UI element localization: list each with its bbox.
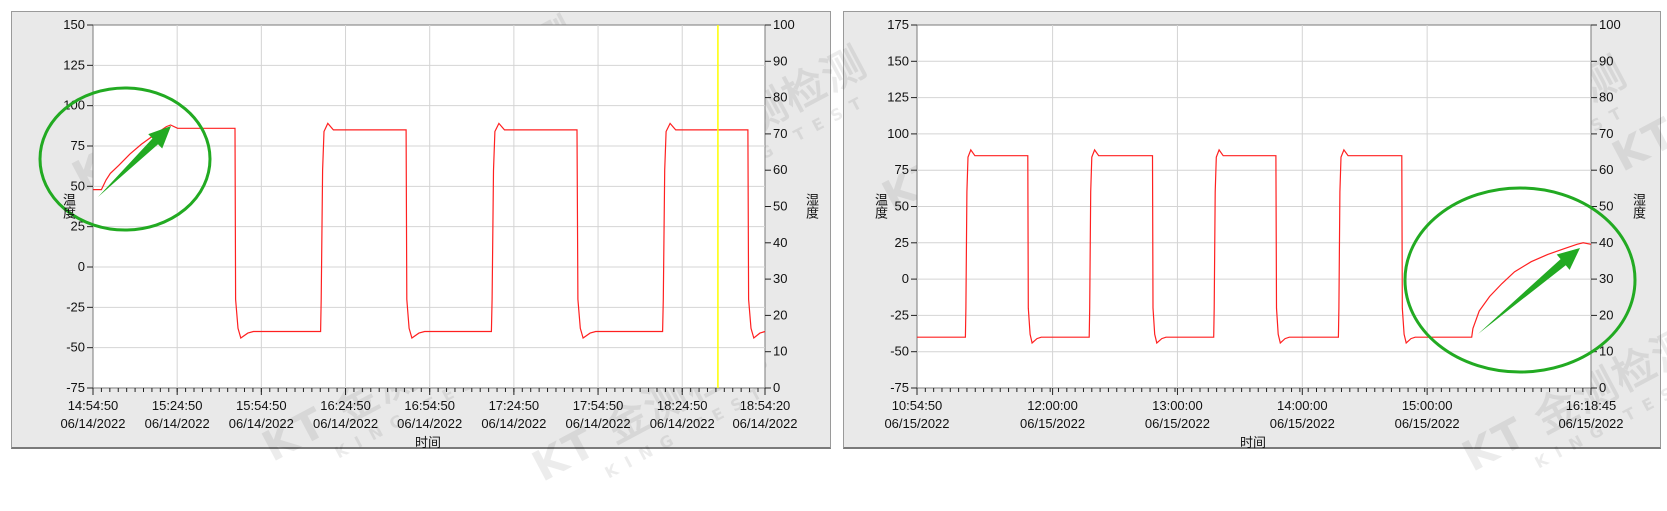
charts-svg: -75-50-250255075100125150010203040506070… <box>38 17 1637 431</box>
x-tick-time: 18:54:20 <box>740 398 791 413</box>
y2-tick-label: 80 <box>773 90 787 105</box>
y-tick-label: 100 <box>63 98 85 113</box>
right-chart-y2label: 湿度 <box>1630 193 1645 219</box>
x-tick-time: 17:54:50 <box>573 398 624 413</box>
y2-tick-label: 60 <box>1599 162 1613 177</box>
x-tick-time: 17:24:50 <box>489 398 540 413</box>
plot-area <box>92 24 766 389</box>
chart-1: -75 -50 -25 0 25 50 75 100 125 150 175 0 10 20 30 40 50 6… <box>884 17 1637 431</box>
y-tick-label: 50 <box>895 199 909 214</box>
series-line <box>917 148 1592 345</box>
y2-tick-label: 30 <box>773 271 787 286</box>
left-chart-xlabel: 时间 <box>415 436 442 451</box>
x-tick-date: 06/15/2022 <box>1270 416 1335 431</box>
x-tick-time: 14:00:00 <box>1277 398 1328 413</box>
y-tick-label: -50 <box>890 344 909 359</box>
annotation-circle <box>38 86 212 232</box>
x-tick-time: 15:54:50 <box>236 398 287 413</box>
y-tick-label: 75 <box>71 138 85 153</box>
y2-tick-label: 10 <box>773 344 787 359</box>
y2-tick-label: 100 <box>1599 17 1621 32</box>
x-tick-date: 06/15/2022 <box>884 416 949 431</box>
y2-tick-label: 0 <box>1599 380 1606 395</box>
x-tick-date: 06/14/2022 <box>313 416 378 431</box>
x-tick-date: 06/14/2022 <box>481 416 546 431</box>
y2-tick-label: 20 <box>1599 307 1613 322</box>
x-tick-date: 06/15/2022 <box>1020 416 1085 431</box>
annotation-arrow-icon <box>98 126 171 197</box>
y-tick-label: 100 <box>887 126 909 141</box>
y-tick-label: -75 <box>890 380 909 395</box>
y2-tick-label: 100 <box>773 17 795 32</box>
y-tick-label: 175 <box>887 17 909 32</box>
annotation-arrow-icon <box>1478 248 1580 334</box>
y2-tick-label: 50 <box>773 199 787 214</box>
y2-tick-label: 70 <box>773 126 787 141</box>
y2-tick-label: 40 <box>773 235 787 250</box>
chart-0: -75 -50 -25 0 25 50 75 100 125 150 0 10 20 30 40 50 60 70… <box>38 17 798 431</box>
y2-tick-label: 0 <box>773 380 780 395</box>
x-tick-date: 06/14/2022 <box>229 416 294 431</box>
x-tick-time: 15:00:00 <box>1402 398 1453 413</box>
y-tick-label: 150 <box>887 53 909 68</box>
x-tick-time: 14:54:50 <box>68 398 119 413</box>
y2-tick-label: 90 <box>773 53 787 68</box>
y-tick-label: 50 <box>71 178 85 193</box>
x-tick-time: 10:54:50 <box>892 398 943 413</box>
left-chart-y2label: 湿度 <box>803 193 818 219</box>
x-tick-date: 06/15/2022 <box>1395 416 1460 431</box>
x-tick-date: 06/15/2022 <box>1558 416 1623 431</box>
y-tick-label: 150 <box>63 17 85 32</box>
x-tick-time: 13:00:00 <box>1152 398 1203 413</box>
x-tick-time: 16:24:50 <box>320 398 371 413</box>
y-tick-label: 25 <box>71 219 85 234</box>
y-tick-label: 125 <box>887 90 909 105</box>
right-chart-xlabel: 时间 <box>1240 436 1267 451</box>
x-tick-date: 06/14/2022 <box>650 416 715 431</box>
y2-tick-label: 40 <box>1599 235 1613 250</box>
y-tick-label: -75 <box>66 380 85 395</box>
x-tick-date: 06/14/2022 <box>60 416 125 431</box>
x-tick-time: 12:00:00 <box>1027 398 1078 413</box>
y-tick-label: 25 <box>895 235 909 250</box>
y2-tick-label: 50 <box>1599 199 1613 214</box>
annotation-circle <box>1403 186 1637 374</box>
x-tick-time: 15:24:50 <box>152 398 203 413</box>
y2-tick-label: 70 <box>1599 126 1613 141</box>
y2-tick-label: 20 <box>773 307 787 322</box>
right-chart-ylabel: 温度 <box>872 193 887 219</box>
y-tick-label: 0 <box>78 259 85 274</box>
x-tick-time: 18:24:50 <box>657 398 708 413</box>
y-tick-label: -25 <box>890 307 909 322</box>
y2-tick-label: 30 <box>1599 271 1613 286</box>
y2-tick-label: 80 <box>1599 90 1613 105</box>
y-tick-label: 0 <box>902 271 909 286</box>
x-tick-time: 16:54:50 <box>404 398 455 413</box>
x-tick-date: 06/15/2022 <box>1145 416 1210 431</box>
series-line <box>93 122 766 340</box>
y2-tick-label: 60 <box>773 162 787 177</box>
y2-tick-label: 90 <box>1599 53 1613 68</box>
left-chart-ylabel: 温度 <box>60 193 75 219</box>
y-tick-label: 125 <box>63 57 85 72</box>
x-tick-time: 16:18:45 <box>1566 398 1617 413</box>
x-tick-date: 06/14/2022 <box>732 416 797 431</box>
y2-tick-label: 10 <box>1599 344 1613 359</box>
y-tick-label: 75 <box>895 162 909 177</box>
x-tick-date: 06/14/2022 <box>397 416 462 431</box>
x-tick-date: 06/14/2022 <box>145 416 210 431</box>
y-tick-label: -25 <box>66 299 85 314</box>
y-tick-label: -50 <box>66 340 85 355</box>
x-tick-date: 06/14/2022 <box>566 416 631 431</box>
